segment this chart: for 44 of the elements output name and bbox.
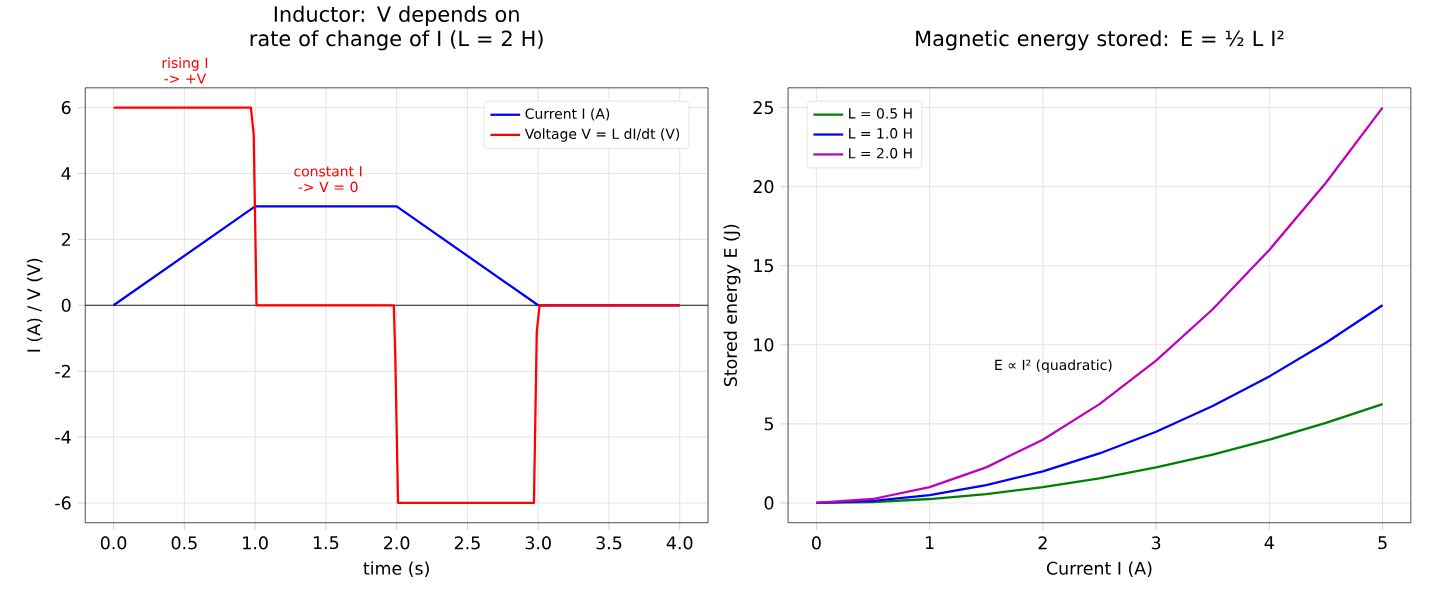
y-tick-label: 20 [753,180,774,194]
x-tick-label: 0.0 [100,536,127,550]
x-tick-label: 3.5 [596,536,622,550]
chart-title: Inductor: V depends on rate of change of I (L = 2 H) [250,6,543,51]
y-tick-label: 4 [61,167,71,181]
x-tick-label: 1.5 [313,536,339,550]
y-axis-title: I (A) / V (V) [26,259,43,352]
annotation: E ∝ I² (quadratic) [995,359,1112,374]
y-tick-label: 0 [764,496,774,510]
y-tick-label: 5 [764,417,773,431]
x-tick-label: 1.0 [243,536,268,550]
x-tick-label: 1 [925,536,934,550]
x-tick-label: 2.0 [384,536,410,550]
x-axis-title: Current I (A) [1046,561,1152,578]
chart-title: Magnetic energy stored: E = ½ L I² [916,30,1284,51]
y-tick-label: -4 [55,430,71,444]
x-tick-label: 2 [1038,536,1047,550]
legend-label: L = 2.0 H [849,148,912,159]
y-tick-label: 25 [753,101,773,115]
y-tick-label: -6 [55,496,71,510]
legend-label: L = 0.5 H [849,108,912,119]
line-series [815,106,1384,505]
x-tick-label: 3.0 [525,536,551,550]
y-tick-label: 6 [61,101,71,115]
x-tick-label: 0.5 [171,536,197,550]
x-tick-label: 4 [1264,536,1274,550]
x-tick-label: 4.0 [666,536,693,550]
x-tick-label: 3 [1151,536,1161,550]
x-tick-label: 2.5 [454,536,480,550]
y-tick-label: 15 [754,259,773,273]
line-series [112,106,681,505]
y-tick-label: 10 [754,338,774,352]
x-axis-title: time (s) [363,561,429,578]
x-tick-label: 5 [1378,536,1387,550]
legend-label: Voltage V = L dI/dt (V) [524,128,680,142]
annotation: constant I -> V = 0 [294,166,362,193]
y-tick-label: 0 [61,298,71,313]
y-tick-label: -2 [55,364,70,378]
y-tick-label: 2 [61,233,70,247]
legend-label: Current I (A) [525,108,610,121]
x-tick-label: 0 [811,536,821,550]
legend-label: L = 1.0 H [849,128,912,139]
y-axis-title: Stored energy E (J) [723,225,741,387]
text: rising I -> +V [162,57,208,84]
